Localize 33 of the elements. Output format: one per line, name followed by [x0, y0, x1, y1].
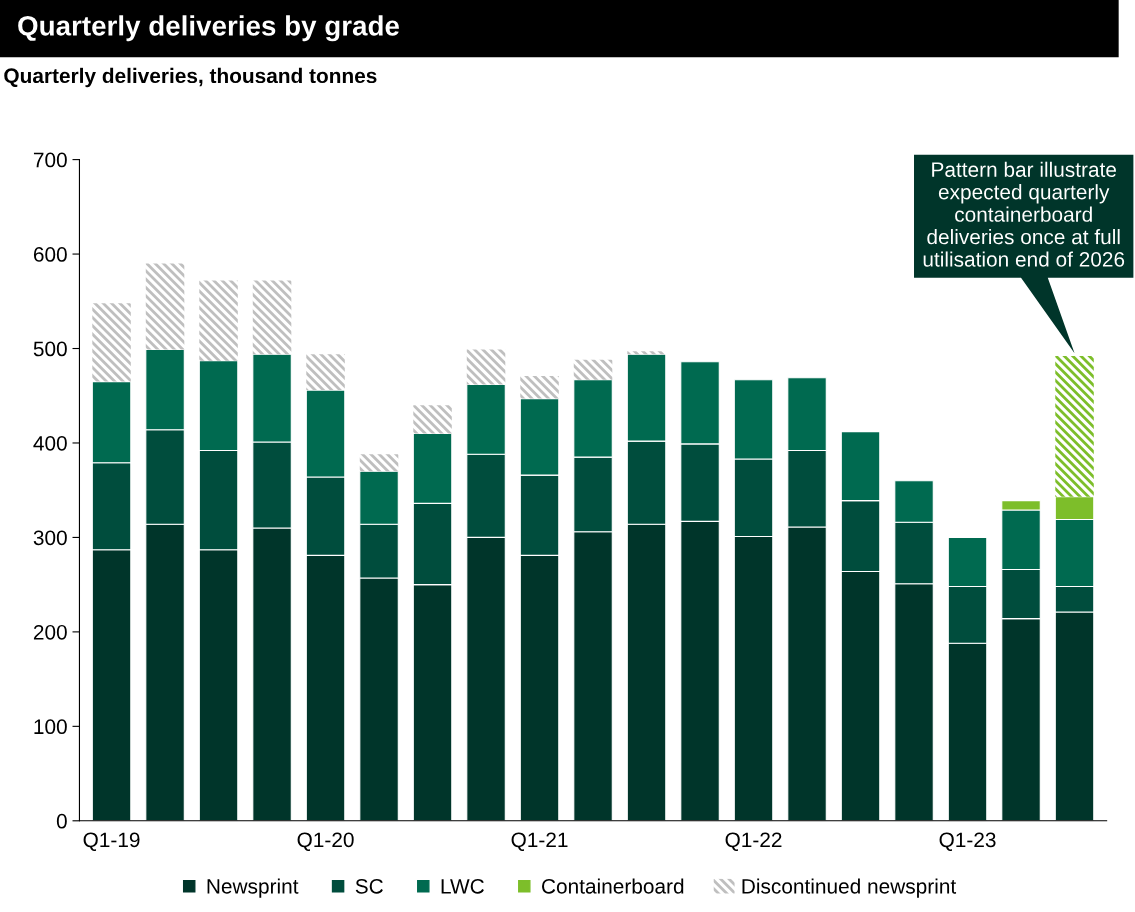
y-tick-label: 600: [33, 247, 67, 262]
x-tick-label: Q1-19: [83, 832, 140, 851]
bar: [627, 351, 666, 355]
legend-label: Containerboard: [542, 878, 684, 894]
annotation: Pattern bar illustrate expected quarterly containerboard deliveries once at full utilisation end of 2026: [923, 161, 1125, 267]
bar: [466, 349, 506, 385]
bar: [92, 303, 131, 382]
y-tick-label: 500: [33, 341, 67, 357]
y-tick-label: 200: [33, 624, 67, 640]
bar: [252, 280, 292, 355]
x-tick-label: Q1-20: [297, 832, 354, 851]
y-tick-label: 100: [34, 719, 67, 735]
bar: [573, 359, 613, 380]
bar: [359, 454, 399, 472]
bar: [1055, 356, 1094, 497]
legend-label: Newsprint: [207, 878, 299, 898]
bar: [520, 375, 559, 399]
y-tick-label: 0: [56, 813, 67, 829]
x-tick-label: Q1-23: [939, 832, 996, 851]
bar: [145, 263, 185, 350]
y-tick-label: 300: [33, 530, 67, 546]
bar: [306, 354, 345, 391]
legend-label: SC: [355, 878, 383, 894]
legend-label: LWC: [441, 878, 484, 894]
x-tick-label: Q1-22: [725, 832, 782, 851]
y-tick-label: 400: [33, 435, 67, 451]
bar: [413, 405, 452, 434]
chart-title: Quarterly deliveries by grade: [18, 15, 399, 42]
x-tick-label: Q1-21: [511, 832, 568, 851]
legend-label: Discontinued newsprint: [742, 878, 957, 898]
chart-subtitle: Quarterly deliveries, thousand tonnes: [4, 67, 377, 88]
y-tick-label: 700: [33, 152, 67, 168]
bar: [199, 280, 238, 361]
